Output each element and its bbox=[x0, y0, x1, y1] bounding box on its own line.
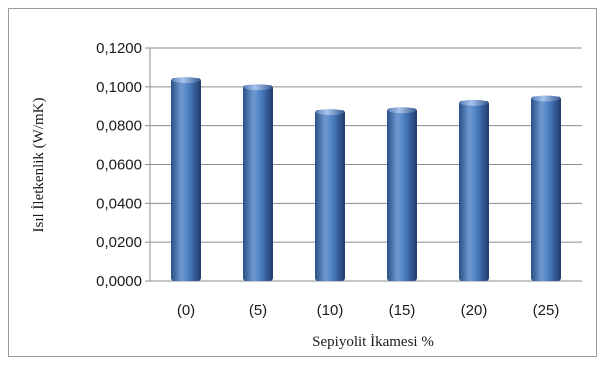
y-tick-label: 0,1200 bbox=[96, 40, 142, 57]
y-tick-label: 0,0000 bbox=[96, 273, 142, 290]
bar bbox=[171, 78, 201, 282]
y-tick-label: 0,0800 bbox=[96, 118, 142, 135]
bar-top-highlight bbox=[316, 109, 344, 116]
bar bbox=[387, 108, 417, 281]
x-tick-label: (5) bbox=[249, 302, 267, 319]
bar bbox=[531, 96, 561, 282]
bar bbox=[315, 110, 345, 281]
y-tick-label: 0,1000 bbox=[96, 79, 142, 96]
bar-top-highlight bbox=[244, 84, 272, 91]
x-tick-label: (15) bbox=[389, 302, 416, 319]
x-axis-title: Sepiyolit İkamesi % bbox=[312, 334, 434, 350]
bar-top-highlight bbox=[460, 99, 488, 106]
x-tick-label: (25) bbox=[533, 302, 560, 319]
y-tick-label: 0,0200 bbox=[96, 234, 142, 251]
axes bbox=[145, 47, 582, 282]
x-tick-label: (0) bbox=[177, 302, 195, 319]
bar bbox=[459, 100, 489, 282]
y-tick-label: 0,0600 bbox=[96, 157, 142, 174]
y-tick-label: 0,0400 bbox=[96, 195, 142, 212]
chart-frame bbox=[8, 8, 597, 357]
gridlines bbox=[150, 47, 582, 243]
bars bbox=[171, 77, 561, 282]
bar-top-highlight bbox=[388, 107, 416, 114]
x-tick-label: (20) bbox=[461, 302, 488, 319]
bar-top-highlight bbox=[172, 77, 200, 84]
bar-top-highlight bbox=[532, 95, 560, 102]
tick-labels: 0,0000 0,0200 0,0400 0,0600 0,0800 0,1000 0,12… bbox=[96, 40, 559, 319]
x-tick-label: (10) bbox=[317, 302, 344, 319]
bar bbox=[243, 85, 273, 281]
y-axis-title: Isıl İletkenlik (W/mK) bbox=[31, 98, 47, 233]
